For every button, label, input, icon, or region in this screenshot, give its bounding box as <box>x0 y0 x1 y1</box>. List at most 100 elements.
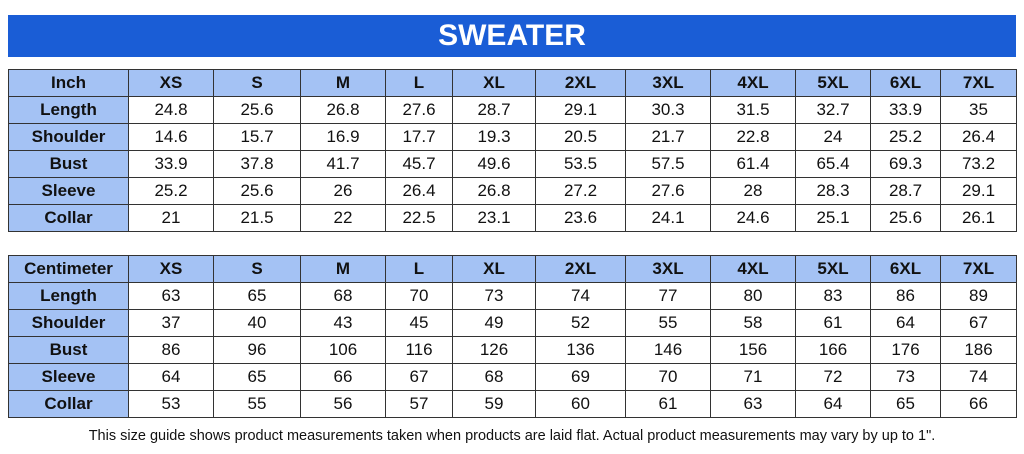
header-row: Inch XS S M L XL 2XL 3XL 4XL 5XL 6XL 7XL <box>8 69 1017 97</box>
data-row: Bust 86 96 106 116 126 136 146 156 166 176 186 <box>8 336 1017 364</box>
cell: 60 <box>535 390 626 418</box>
cell: 73.2 <box>940 150 1017 178</box>
cell: 61.4 <box>710 150 796 178</box>
cell: 26 <box>300 177 386 205</box>
cell: 29.1 <box>940 177 1017 205</box>
header-cell: 7XL <box>940 255 1017 283</box>
cell: 66 <box>940 390 1017 418</box>
header-cell: 4XL <box>710 69 796 97</box>
data-row: Collar 21 21.5 22 22.5 23.1 23.6 24.1 24.6 25.1 25… <box>8 204 1017 232</box>
cell: 40 <box>213 309 301 337</box>
cell: 72 <box>795 363 871 391</box>
cell: 45 <box>385 309 453 337</box>
cell: 70 <box>385 282 453 310</box>
footnote: This size guide shows product measuremen… <box>88 428 936 444</box>
cell: 66 <box>300 363 386 391</box>
cell: 69 <box>535 363 626 391</box>
cell: 28.7 <box>870 177 941 205</box>
cell: 166 <box>795 336 871 364</box>
cell: 74 <box>535 282 626 310</box>
cell: 53.5 <box>535 150 626 178</box>
cell: 146 <box>625 336 711 364</box>
cell: 73 <box>870 363 941 391</box>
cell: 176 <box>870 336 941 364</box>
cell: 23.6 <box>535 204 626 232</box>
header-cell: XL <box>452 69 536 97</box>
cell: 24 <box>795 123 871 151</box>
cell: 19.3 <box>452 123 536 151</box>
header-cell: M <box>300 69 386 97</box>
header-cell: 2XL <box>535 69 626 97</box>
cell: 33.9 <box>128 150 214 178</box>
cell: 32.7 <box>795 96 871 124</box>
cell: 58 <box>710 309 796 337</box>
header-cell: XS <box>128 255 214 283</box>
cell: 64 <box>795 390 871 418</box>
cell: 30.3 <box>625 96 711 124</box>
cell: 136 <box>535 336 626 364</box>
cell: 16.9 <box>300 123 386 151</box>
cell: 65 <box>213 363 301 391</box>
row-label: Collar <box>8 390 129 418</box>
data-row: Sleeve 64 65 66 67 68 69 70 71 72 73 74 <box>8 363 1017 391</box>
cell: 28.3 <box>795 177 871 205</box>
size-table: Inch XS S M L XL 2XL 3XL 4XL 5XL 6XL 7XL Length 24.8 2… <box>8 69 1017 232</box>
data-row: Length 24.8 25.6 26.8 27.6 28.7 29.1 30.3 31.5 32… <box>8 96 1017 124</box>
cell: 21 <box>128 204 214 232</box>
cell: 106 <box>300 336 386 364</box>
cell: 74 <box>940 363 1017 391</box>
cell: 31.5 <box>710 96 796 124</box>
cell: 65 <box>870 390 941 418</box>
cell: 73 <box>452 282 536 310</box>
header-cell: 4XL <box>710 255 796 283</box>
data-row: Sleeve 25.2 25.6 26 26.4 26.8 27.2 27.6 28 28.3 28… <box>8 177 1017 205</box>
cell: 68 <box>452 363 536 391</box>
data-row: Length 63 65 68 70 73 74 77 80 83 86 89 <box>8 282 1017 310</box>
header-cell: L <box>385 69 453 97</box>
cell: 56 <box>300 390 386 418</box>
header-cell: 5XL <box>795 69 871 97</box>
cell: 43 <box>300 309 386 337</box>
cell: 57.5 <box>625 150 711 178</box>
cell: 35 <box>940 96 1017 124</box>
cell: 25.2 <box>870 123 941 151</box>
cell: 63 <box>710 390 796 418</box>
row-label: Length <box>8 96 129 124</box>
cell: 28 <box>710 177 796 205</box>
cell: 24.1 <box>625 204 711 232</box>
row-label: Shoulder <box>8 309 129 337</box>
header-cell: 5XL <box>795 255 871 283</box>
cell: 26.4 <box>385 177 453 205</box>
cell: 77 <box>625 282 711 310</box>
title-bar: SWEATER <box>8 15 1016 57</box>
cell: 86 <box>870 282 941 310</box>
cell: 25.6 <box>870 204 941 232</box>
cell: 20.5 <box>535 123 626 151</box>
data-row: Shoulder 14.6 15.7 16.9 17.7 19.3 20.5 21.7 22.8… <box>8 123 1017 151</box>
cell: 24.8 <box>128 96 214 124</box>
cell: 59 <box>452 390 536 418</box>
cell: 57 <box>385 390 453 418</box>
header-cell: 6XL <box>870 69 941 97</box>
cell: 96 <box>213 336 301 364</box>
header-cell: L <box>385 255 453 283</box>
cell: 156 <box>710 336 796 364</box>
cell: 61 <box>625 390 711 418</box>
row-label: Bust <box>8 336 129 364</box>
header-cell: 3XL <box>625 255 711 283</box>
row-label: Bust <box>8 150 129 178</box>
cell: 126 <box>452 336 536 364</box>
cell: 25.1 <box>795 204 871 232</box>
cell: 21.5 <box>213 204 301 232</box>
cell: 49 <box>452 309 536 337</box>
cell: 26.4 <box>940 123 1017 151</box>
header-cell: 2XL <box>535 255 626 283</box>
cell: 25.6 <box>213 177 301 205</box>
header-cell: 6XL <box>870 255 941 283</box>
cell: 26.8 <box>300 96 386 124</box>
data-row: Shoulder 37 40 43 45 49 52 55 58 61 64 67 <box>8 309 1017 337</box>
cell: 29.1 <box>535 96 626 124</box>
cell: 25.6 <box>213 96 301 124</box>
cell: 69.3 <box>870 150 941 178</box>
